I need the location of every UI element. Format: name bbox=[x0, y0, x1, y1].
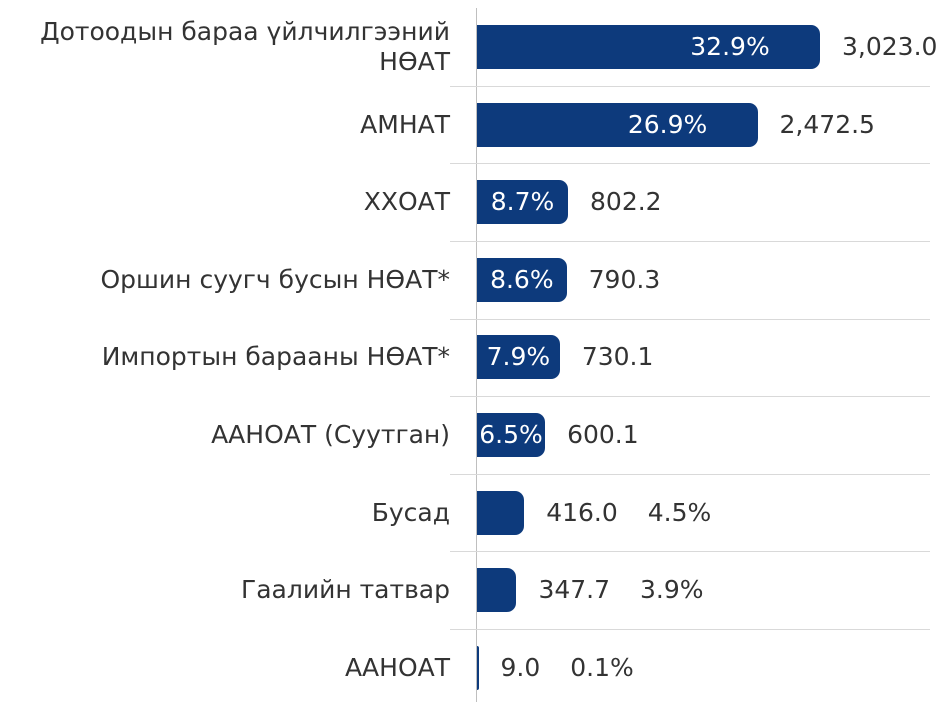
value-group: 9.0 0.1% bbox=[501, 646, 634, 690]
axis-line bbox=[476, 8, 477, 702]
category-label: ААНОАТ (Суутган) bbox=[211, 420, 450, 449]
bar bbox=[477, 180, 569, 225]
share-label: 32.9% bbox=[690, 32, 770, 61]
bar bbox=[477, 490, 525, 535]
value-label: 730.1 bbox=[581, 342, 654, 372]
bar bbox=[477, 257, 567, 302]
bar bbox=[477, 25, 820, 69]
bar bbox=[477, 413, 546, 457]
row-separator bbox=[450, 473, 930, 475]
category-label: ХХОАТ bbox=[363, 187, 450, 217]
share-label: 4.5% bbox=[647, 497, 712, 527]
value-group: 416.0 4.5% bbox=[546, 491, 711, 535]
row-separator bbox=[450, 163, 930, 165]
category-label: Оршин суугч бусын НӨАТ* bbox=[100, 264, 451, 294]
value-group: 600.1 bbox=[567, 413, 639, 457]
row-separator bbox=[450, 318, 930, 320]
category-label: Бусад bbox=[371, 497, 450, 527]
value-group: 2,472.5 bbox=[780, 103, 875, 147]
value-label: 416.0 bbox=[546, 497, 618, 527]
value-label: 3,023.0 bbox=[842, 32, 938, 61]
category-label: ААНОАТ bbox=[344, 652, 450, 682]
category-label: АМНАТ bbox=[360, 109, 450, 139]
value-label: 2,472.5 bbox=[779, 109, 875, 139]
value-label: 802.2 bbox=[590, 187, 662, 217]
value-label: 790.3 bbox=[588, 264, 661, 294]
bar bbox=[477, 102, 758, 147]
bar bbox=[477, 568, 517, 613]
share-label: 26.9% bbox=[627, 109, 708, 139]
bar bbox=[477, 335, 560, 380]
row-separator bbox=[450, 629, 930, 630]
share-label: 7.9% bbox=[486, 342, 551, 372]
row-separator bbox=[450, 551, 930, 553]
value-label: 600.1 bbox=[567, 420, 639, 449]
row-separator bbox=[450, 85, 930, 87]
value-group: 802.2 bbox=[590, 180, 662, 224]
value-label: 9.0 bbox=[500, 652, 541, 682]
share-label: 8.7% bbox=[490, 187, 555, 217]
row-separator bbox=[450, 396, 930, 398]
value-label: 347.7 bbox=[538, 575, 611, 605]
value-group: 3,023.0 bbox=[842, 25, 937, 69]
value-group: 790.3 bbox=[589, 258, 661, 302]
share-label: 8.6% bbox=[490, 264, 554, 294]
value-group: 730.1 bbox=[582, 335, 654, 379]
share-label: 0.1% bbox=[570, 652, 634, 682]
share-label: 6.5% bbox=[479, 420, 543, 449]
share-label: 3.9% bbox=[640, 575, 704, 605]
category-label: Импортын барааны НӨАТ* bbox=[101, 342, 450, 372]
value-group: 347.7 3.9% bbox=[538, 568, 703, 612]
row-separator bbox=[450, 241, 930, 242]
bar bbox=[477, 645, 479, 690]
category-label: Гаалийн татвар bbox=[240, 575, 450, 605]
category-label: Дотоодын бараа үйлчилгээний НӨАТ bbox=[40, 17, 450, 76]
